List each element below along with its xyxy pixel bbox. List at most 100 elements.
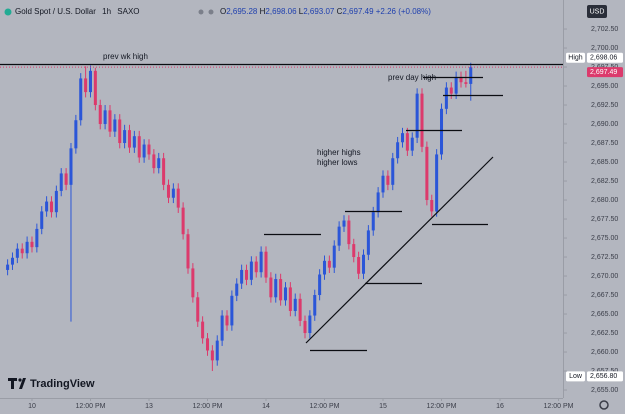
candle-body bbox=[303, 320, 307, 334]
price-badge-label: 2,697.49 bbox=[590, 69, 617, 76]
candle-body bbox=[254, 261, 258, 273]
x-tick-label: 12:00 PM bbox=[427, 403, 457, 410]
candle-body bbox=[6, 264, 10, 270]
candle-body bbox=[298, 298, 302, 321]
candle-body bbox=[352, 244, 356, 258]
candle-body bbox=[40, 211, 44, 229]
candle-body bbox=[142, 144, 146, 158]
candle-body bbox=[152, 154, 156, 169]
candle-body bbox=[59, 173, 63, 191]
y-tick-label: 2,665.00 bbox=[591, 311, 618, 318]
candle-body bbox=[405, 133, 409, 151]
x-tick-label: 12:00 PM bbox=[193, 403, 223, 410]
y-tick-label: 2,670.00 bbox=[591, 273, 618, 280]
candle-body bbox=[49, 201, 53, 213]
annotation: higher lows bbox=[317, 158, 357, 167]
candle-body bbox=[293, 298, 297, 311]
readout-value: 2,698.06 bbox=[265, 7, 297, 16]
candle-body bbox=[391, 158, 395, 185]
currency-button[interactable] bbox=[587, 5, 607, 18]
candle-body bbox=[30, 241, 34, 248]
candle-body bbox=[332, 245, 336, 268]
candle-body bbox=[215, 340, 219, 361]
candle-body bbox=[313, 295, 317, 316]
y-tick-label: 2,677.50 bbox=[591, 216, 618, 223]
candle-body bbox=[98, 105, 102, 125]
candle-body bbox=[10, 257, 14, 265]
candle-body bbox=[249, 261, 253, 280]
candle-body bbox=[88, 70, 92, 93]
settings-button[interactable] bbox=[599, 400, 609, 410]
candle-body bbox=[20, 248, 24, 254]
logo-mark bbox=[8, 378, 26, 389]
readout-value: 2,695.28 bbox=[226, 7, 258, 16]
price-badge bbox=[587, 371, 623, 382]
candle-body bbox=[118, 119, 122, 144]
y-tick-label: 2,700.00 bbox=[591, 45, 618, 52]
candle-body bbox=[64, 173, 68, 185]
candle-body bbox=[79, 78, 83, 121]
candle-body bbox=[230, 295, 234, 326]
source: SAXO bbox=[117, 7, 139, 16]
candle-body bbox=[93, 70, 97, 106]
currency-label[interactable]: USD bbox=[590, 8, 605, 15]
candle-body bbox=[84, 78, 88, 93]
candle-body bbox=[35, 228, 39, 248]
price-badge-label: 2,656.80 bbox=[590, 373, 617, 380]
candle-body bbox=[54, 190, 58, 213]
candle-body bbox=[327, 260, 331, 268]
candle-body bbox=[371, 212, 375, 231]
candle-body bbox=[69, 148, 73, 185]
y-tick-label: 2,685.00 bbox=[591, 159, 618, 166]
candle-body bbox=[176, 188, 180, 208]
brand-name: TradingView bbox=[30, 378, 95, 390]
y-tick-label: 2,695.00 bbox=[591, 83, 618, 90]
candle-body bbox=[396, 142, 400, 159]
candle-body bbox=[464, 82, 468, 84]
candle-body bbox=[137, 136, 141, 158]
readout-key: H bbox=[260, 7, 266, 16]
candle-body bbox=[201, 321, 205, 339]
candle-body bbox=[210, 350, 214, 361]
badge-name-box bbox=[566, 52, 585, 63]
candle-body bbox=[264, 251, 268, 278]
readout-value: 2,697.49 bbox=[342, 7, 374, 16]
candle-body bbox=[342, 220, 346, 227]
candle-body bbox=[469, 67, 473, 84]
candle-body bbox=[103, 110, 107, 125]
candle-body bbox=[259, 251, 263, 273]
plot-area bbox=[6, 62, 473, 372]
candle-body bbox=[308, 315, 312, 334]
badge-name: High bbox=[568, 55, 583, 62]
candle-body bbox=[25, 241, 29, 254]
y-tick-label: 2,655.00 bbox=[591, 387, 618, 394]
price-badge-label: 2,698.06 bbox=[590, 55, 617, 62]
y-tick-label: 2,682.50 bbox=[591, 178, 618, 185]
readout-key: C bbox=[337, 7, 343, 16]
candle-body bbox=[181, 207, 185, 235]
ohlc-readout: O2,695.28 H2,698.06 L2,693.07 C2,697.49 … bbox=[220, 7, 431, 16]
y-tick-label: 2,687.50 bbox=[591, 140, 618, 147]
candle-body bbox=[45, 201, 49, 212]
candle-body bbox=[322, 260, 327, 275]
trend-line bbox=[305, 156, 494, 344]
candle-body bbox=[430, 200, 434, 212]
drawings bbox=[0, 63, 563, 352]
candle-body bbox=[439, 108, 444, 155]
candle-body bbox=[444, 87, 448, 109]
candle-body bbox=[274, 279, 278, 298]
candle-body bbox=[123, 130, 127, 144]
candle-body bbox=[74, 120, 78, 149]
candle-body bbox=[386, 175, 390, 185]
interval: 1h bbox=[102, 7, 111, 16]
candle-body bbox=[191, 268, 195, 298]
brand-logo: TradingView bbox=[8, 378, 95, 390]
symbol-name: Gold Spot / U.S. Dollar bbox=[15, 7, 96, 16]
candle-body bbox=[366, 230, 370, 255]
status-dot bbox=[4, 8, 12, 16]
candle-body bbox=[449, 87, 453, 94]
candle-body bbox=[425, 146, 429, 201]
candle-body bbox=[15, 248, 19, 258]
